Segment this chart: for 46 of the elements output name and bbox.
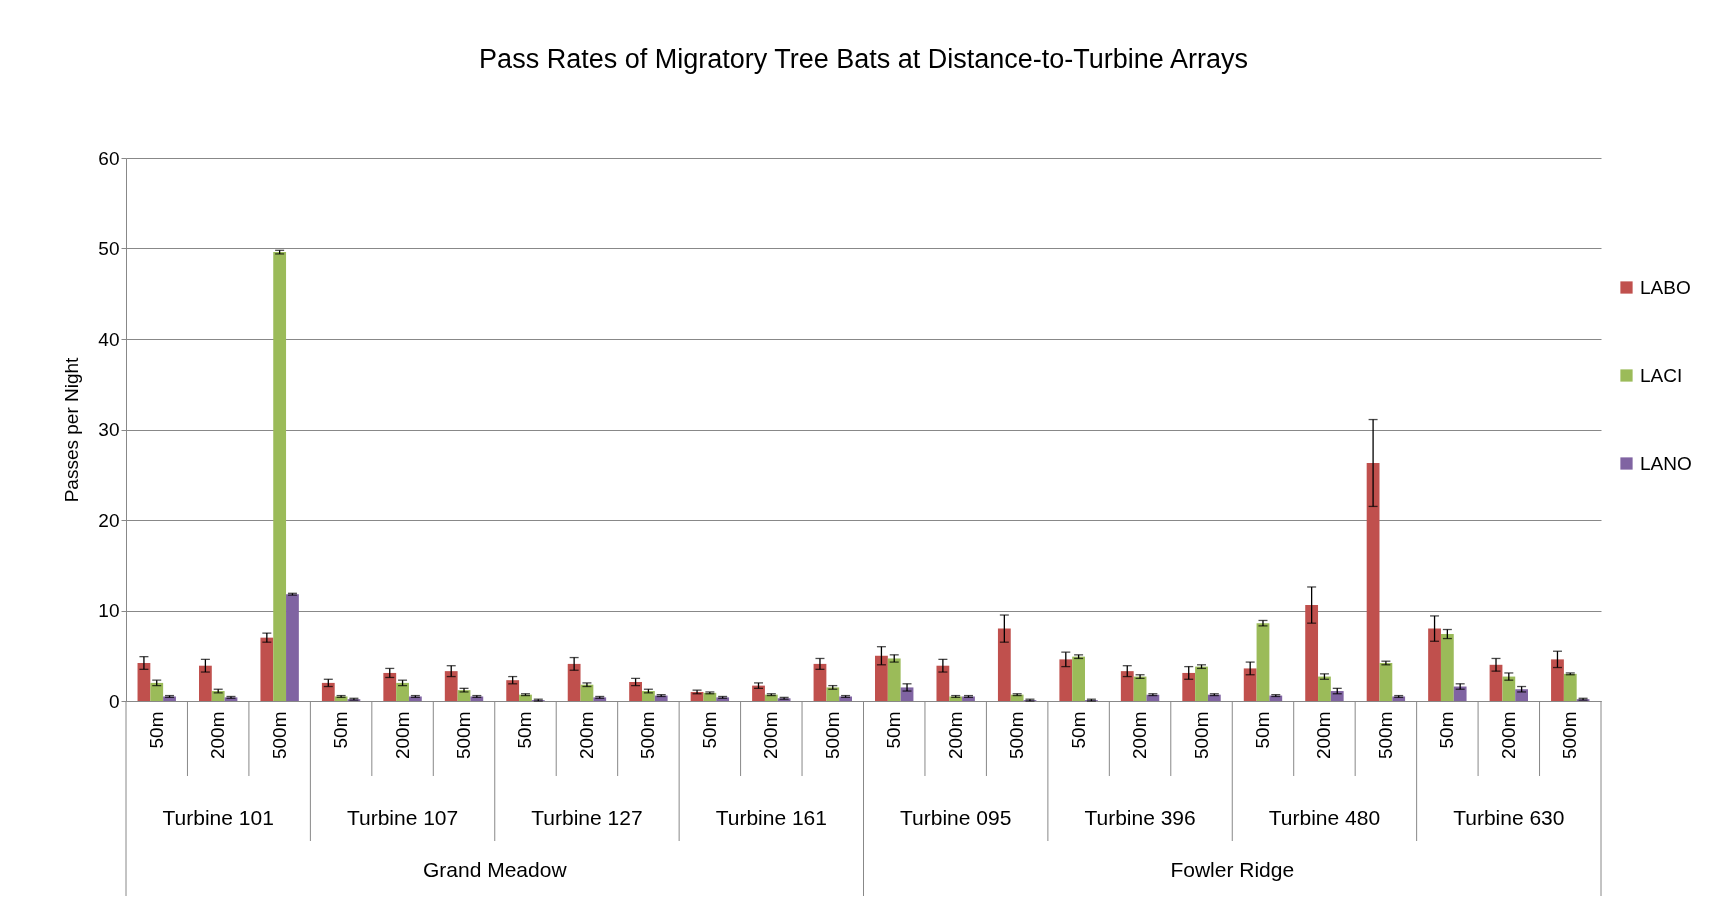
x-tick-label: 50m (883, 711, 905, 749)
text: Fowler Ridge (1170, 858, 1295, 881)
x-tick-label: 200m (944, 711, 966, 760)
x-tick-label: 500m (268, 711, 290, 760)
text: Turbine 107 (346, 806, 459, 829)
x-tick-label: 200m (760, 711, 782, 760)
text: Turbine 095 (900, 806, 1012, 829)
x-tick-label: 200m (1129, 711, 1151, 760)
y-axis-title: Passes per Night (61, 356, 83, 503)
text: Turbine 480 (1268, 806, 1381, 829)
text: Turbine 127 (531, 806, 643, 829)
x-tick-label: 50m (330, 711, 352, 749)
y-tick-label: 10 (98, 600, 120, 621)
x-tick-label: 50m (698, 711, 720, 749)
x-tick-label: 500m (1006, 711, 1028, 760)
x-tick-label: 500m (453, 711, 475, 760)
x-tick-label: 50m (1067, 711, 1089, 749)
y-tick-label: 40 (98, 328, 120, 350)
x-tick-label: 500m (1190, 711, 1212, 760)
y-tick-label: 20 (98, 509, 120, 531)
text: Turbine 161 (715, 806, 827, 829)
y-tick-label: 60 (98, 147, 120, 169)
x-tick-label: 200m (575, 711, 597, 760)
x-tick-label: 50m (1251, 711, 1273, 749)
x-tick-label: 200m (1497, 711, 1519, 760)
x-tick-label: 50m (1436, 711, 1458, 749)
y-tick-label: 0 (108, 690, 120, 712)
x-tick-label: 50m (514, 711, 536, 749)
x-tick-label: 200m (1313, 711, 1335, 760)
x-tick-label: 200m (207, 711, 229, 760)
y-tick-label: 50 (98, 238, 120, 259)
text: Grand Meadow (422, 858, 568, 881)
chart-title: Pass Rates of Migratory Tree Bats at Distance-to-Turbine Arrays (479, 44, 1248, 74)
legend-label: LACI (1640, 364, 1683, 386)
x-tick-label: 50m (145, 711, 167, 749)
y-tick-label: 30 (98, 419, 120, 440)
legend-label: LABO (1640, 276, 1691, 298)
x-tick-label: 500m (1374, 711, 1396, 760)
x-tick-label: 500m (1559, 711, 1581, 760)
x-tick-label: 500m (821, 711, 843, 760)
x-tick-label: 500m (637, 711, 659, 760)
text: Turbine 101 (162, 806, 274, 829)
text: Turbine 396 (1084, 806, 1196, 829)
legend-label: LANO (1640, 452, 1692, 474)
x-tick-label: 200m (391, 711, 413, 760)
text: Turbine 630 (1453, 806, 1565, 829)
